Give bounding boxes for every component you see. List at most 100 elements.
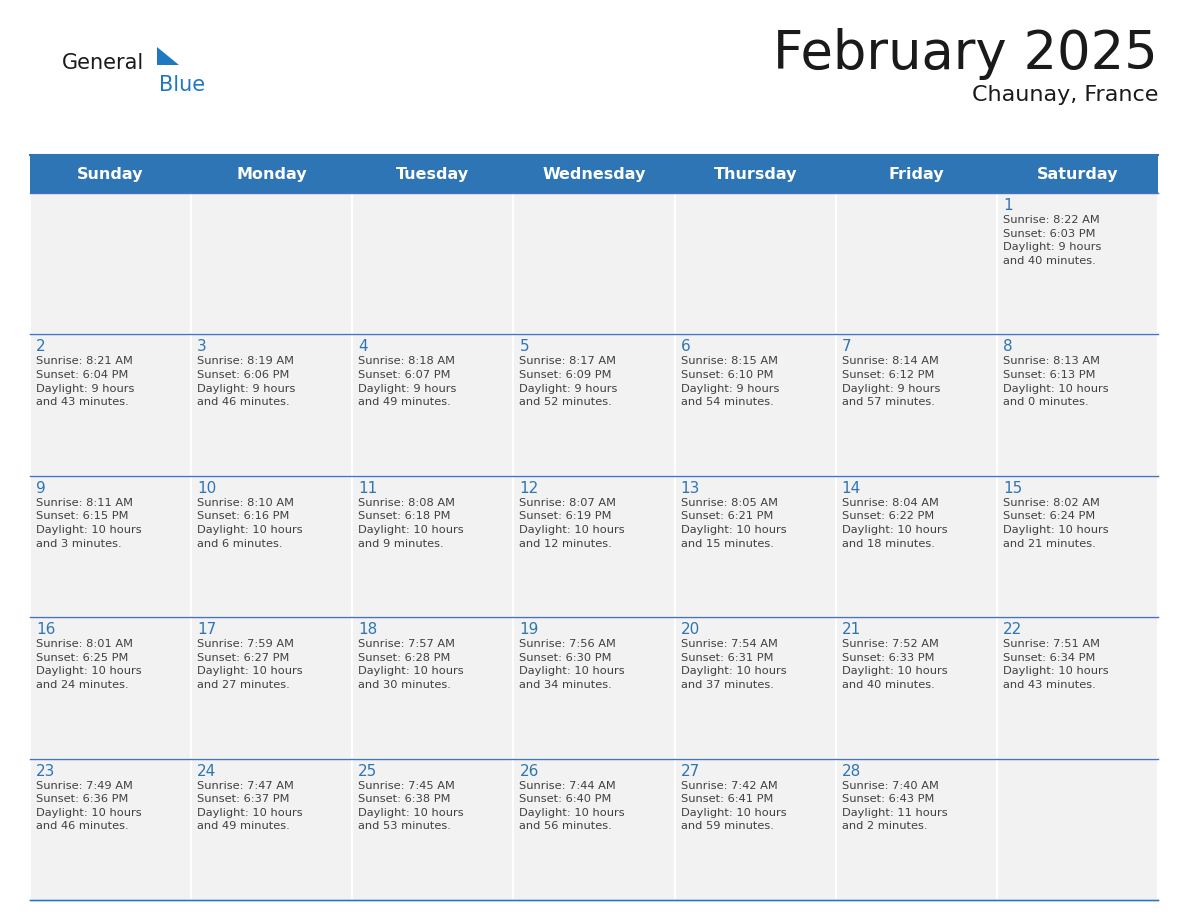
Text: 27: 27 bbox=[681, 764, 700, 778]
Bar bbox=[30, 617, 191, 758]
Text: Sunrise: 7:45 AM
Sunset: 6:38 PM
Daylight: 10 hours
and 53 minutes.: Sunrise: 7:45 AM Sunset: 6:38 PM Dayligh… bbox=[359, 780, 463, 832]
Bar bbox=[835, 476, 997, 617]
Bar bbox=[353, 193, 513, 334]
Text: 21: 21 bbox=[842, 622, 861, 637]
Text: Sunrise: 7:44 AM
Sunset: 6:40 PM
Daylight: 10 hours
and 56 minutes.: Sunrise: 7:44 AM Sunset: 6:40 PM Dayligh… bbox=[519, 780, 625, 832]
Text: Sunrise: 8:17 AM
Sunset: 6:09 PM
Daylight: 9 hours
and 52 minutes.: Sunrise: 8:17 AM Sunset: 6:09 PM Dayligh… bbox=[519, 356, 618, 408]
Bar bbox=[353, 617, 513, 758]
Bar bbox=[675, 476, 835, 617]
Bar bbox=[835, 617, 997, 758]
Bar bbox=[835, 193, 997, 334]
Text: 22: 22 bbox=[1003, 622, 1022, 637]
Bar bbox=[191, 193, 353, 334]
Bar bbox=[997, 758, 1158, 900]
Text: 4: 4 bbox=[359, 340, 368, 354]
Bar bbox=[191, 334, 353, 476]
Text: 12: 12 bbox=[519, 481, 538, 496]
Text: Sunrise: 8:21 AM
Sunset: 6:04 PM
Daylight: 9 hours
and 43 minutes.: Sunrise: 8:21 AM Sunset: 6:04 PM Dayligh… bbox=[36, 356, 134, 408]
Text: 8: 8 bbox=[1003, 340, 1012, 354]
Bar bbox=[835, 758, 997, 900]
Text: Sunrise: 7:52 AM
Sunset: 6:33 PM
Daylight: 10 hours
and 40 minutes.: Sunrise: 7:52 AM Sunset: 6:33 PM Dayligh… bbox=[842, 639, 947, 690]
Text: Sunrise: 7:54 AM
Sunset: 6:31 PM
Daylight: 10 hours
and 37 minutes.: Sunrise: 7:54 AM Sunset: 6:31 PM Dayligh… bbox=[681, 639, 786, 690]
Bar bbox=[513, 193, 675, 334]
Text: 26: 26 bbox=[519, 764, 539, 778]
Bar bbox=[675, 617, 835, 758]
Text: 25: 25 bbox=[359, 764, 378, 778]
Text: Sunrise: 8:14 AM
Sunset: 6:12 PM
Daylight: 9 hours
and 57 minutes.: Sunrise: 8:14 AM Sunset: 6:12 PM Dayligh… bbox=[842, 356, 940, 408]
Text: 9: 9 bbox=[36, 481, 46, 496]
Bar bbox=[513, 617, 675, 758]
Text: Thursday: Thursday bbox=[713, 166, 797, 182]
Text: 16: 16 bbox=[36, 622, 56, 637]
Text: 10: 10 bbox=[197, 481, 216, 496]
Text: Sunrise: 8:15 AM
Sunset: 6:10 PM
Daylight: 9 hours
and 54 minutes.: Sunrise: 8:15 AM Sunset: 6:10 PM Dayligh… bbox=[681, 356, 779, 408]
Text: Sunrise: 7:40 AM
Sunset: 6:43 PM
Daylight: 11 hours
and 2 minutes.: Sunrise: 7:40 AM Sunset: 6:43 PM Dayligh… bbox=[842, 780, 947, 832]
Polygon shape bbox=[157, 47, 179, 65]
Bar bbox=[191, 758, 353, 900]
Bar bbox=[835, 334, 997, 476]
Text: Sunrise: 8:19 AM
Sunset: 6:06 PM
Daylight: 9 hours
and 46 minutes.: Sunrise: 8:19 AM Sunset: 6:06 PM Dayligh… bbox=[197, 356, 296, 408]
Bar bbox=[997, 334, 1158, 476]
Text: Friday: Friday bbox=[889, 166, 944, 182]
Bar bbox=[191, 617, 353, 758]
Bar bbox=[30, 193, 191, 334]
Text: 2: 2 bbox=[36, 340, 45, 354]
Bar bbox=[675, 334, 835, 476]
Bar bbox=[675, 193, 835, 334]
Text: Tuesday: Tuesday bbox=[397, 166, 469, 182]
Bar bbox=[353, 758, 513, 900]
Text: 7: 7 bbox=[842, 340, 852, 354]
Text: Sunrise: 8:10 AM
Sunset: 6:16 PM
Daylight: 10 hours
and 6 minutes.: Sunrise: 8:10 AM Sunset: 6:16 PM Dayligh… bbox=[197, 498, 303, 549]
Text: 13: 13 bbox=[681, 481, 700, 496]
Text: Wednesday: Wednesday bbox=[542, 166, 646, 182]
Text: 14: 14 bbox=[842, 481, 861, 496]
Text: Chaunay, France: Chaunay, France bbox=[972, 85, 1158, 105]
Bar bbox=[30, 155, 1158, 193]
Text: 24: 24 bbox=[197, 764, 216, 778]
Bar bbox=[353, 476, 513, 617]
Text: 18: 18 bbox=[359, 622, 378, 637]
Text: Sunrise: 7:49 AM
Sunset: 6:36 PM
Daylight: 10 hours
and 46 minutes.: Sunrise: 7:49 AM Sunset: 6:36 PM Dayligh… bbox=[36, 780, 141, 832]
Text: 19: 19 bbox=[519, 622, 539, 637]
Text: 15: 15 bbox=[1003, 481, 1022, 496]
Bar bbox=[30, 334, 191, 476]
Text: Sunrise: 8:07 AM
Sunset: 6:19 PM
Daylight: 10 hours
and 12 minutes.: Sunrise: 8:07 AM Sunset: 6:19 PM Dayligh… bbox=[519, 498, 625, 549]
Text: Sunrise: 7:56 AM
Sunset: 6:30 PM
Daylight: 10 hours
and 34 minutes.: Sunrise: 7:56 AM Sunset: 6:30 PM Dayligh… bbox=[519, 639, 625, 690]
Bar bbox=[30, 758, 191, 900]
Bar bbox=[997, 193, 1158, 334]
Text: Sunrise: 7:42 AM
Sunset: 6:41 PM
Daylight: 10 hours
and 59 minutes.: Sunrise: 7:42 AM Sunset: 6:41 PM Dayligh… bbox=[681, 780, 786, 832]
Text: Sunrise: 8:18 AM
Sunset: 6:07 PM
Daylight: 9 hours
and 49 minutes.: Sunrise: 8:18 AM Sunset: 6:07 PM Dayligh… bbox=[359, 356, 456, 408]
Text: Sunrise: 8:11 AM
Sunset: 6:15 PM
Daylight: 10 hours
and 3 minutes.: Sunrise: 8:11 AM Sunset: 6:15 PM Dayligh… bbox=[36, 498, 141, 549]
Text: 11: 11 bbox=[359, 481, 378, 496]
Text: 3: 3 bbox=[197, 340, 207, 354]
Text: Blue: Blue bbox=[159, 75, 206, 95]
Text: Sunrise: 8:22 AM
Sunset: 6:03 PM
Daylight: 9 hours
and 40 minutes.: Sunrise: 8:22 AM Sunset: 6:03 PM Dayligh… bbox=[1003, 215, 1101, 266]
Bar bbox=[513, 758, 675, 900]
Text: 17: 17 bbox=[197, 622, 216, 637]
Text: Sunrise: 7:59 AM
Sunset: 6:27 PM
Daylight: 10 hours
and 27 minutes.: Sunrise: 7:59 AM Sunset: 6:27 PM Dayligh… bbox=[197, 639, 303, 690]
Text: Monday: Monday bbox=[236, 166, 307, 182]
Bar bbox=[191, 476, 353, 617]
Text: Saturday: Saturday bbox=[1037, 166, 1118, 182]
Text: Sunrise: 8:05 AM
Sunset: 6:21 PM
Daylight: 10 hours
and 15 minutes.: Sunrise: 8:05 AM Sunset: 6:21 PM Dayligh… bbox=[681, 498, 786, 549]
Text: Sunrise: 8:02 AM
Sunset: 6:24 PM
Daylight: 10 hours
and 21 minutes.: Sunrise: 8:02 AM Sunset: 6:24 PM Dayligh… bbox=[1003, 498, 1108, 549]
Bar bbox=[353, 334, 513, 476]
Bar bbox=[513, 476, 675, 617]
Bar bbox=[997, 617, 1158, 758]
Text: 6: 6 bbox=[681, 340, 690, 354]
Text: February 2025: February 2025 bbox=[773, 28, 1158, 80]
Text: Sunrise: 7:51 AM
Sunset: 6:34 PM
Daylight: 10 hours
and 43 minutes.: Sunrise: 7:51 AM Sunset: 6:34 PM Dayligh… bbox=[1003, 639, 1108, 690]
Text: 28: 28 bbox=[842, 764, 861, 778]
Bar bbox=[513, 334, 675, 476]
Text: Sunrise: 7:57 AM
Sunset: 6:28 PM
Daylight: 10 hours
and 30 minutes.: Sunrise: 7:57 AM Sunset: 6:28 PM Dayligh… bbox=[359, 639, 463, 690]
Bar bbox=[997, 476, 1158, 617]
Bar bbox=[30, 476, 191, 617]
Text: Sunrise: 8:01 AM
Sunset: 6:25 PM
Daylight: 10 hours
and 24 minutes.: Sunrise: 8:01 AM Sunset: 6:25 PM Dayligh… bbox=[36, 639, 141, 690]
Text: General: General bbox=[62, 53, 144, 73]
Text: Sunrise: 7:47 AM
Sunset: 6:37 PM
Daylight: 10 hours
and 49 minutes.: Sunrise: 7:47 AM Sunset: 6:37 PM Dayligh… bbox=[197, 780, 303, 832]
Text: Sunday: Sunday bbox=[77, 166, 144, 182]
Text: Sunrise: 8:04 AM
Sunset: 6:22 PM
Daylight: 10 hours
and 18 minutes.: Sunrise: 8:04 AM Sunset: 6:22 PM Dayligh… bbox=[842, 498, 947, 549]
Text: 23: 23 bbox=[36, 764, 56, 778]
Bar bbox=[675, 758, 835, 900]
Text: 20: 20 bbox=[681, 622, 700, 637]
